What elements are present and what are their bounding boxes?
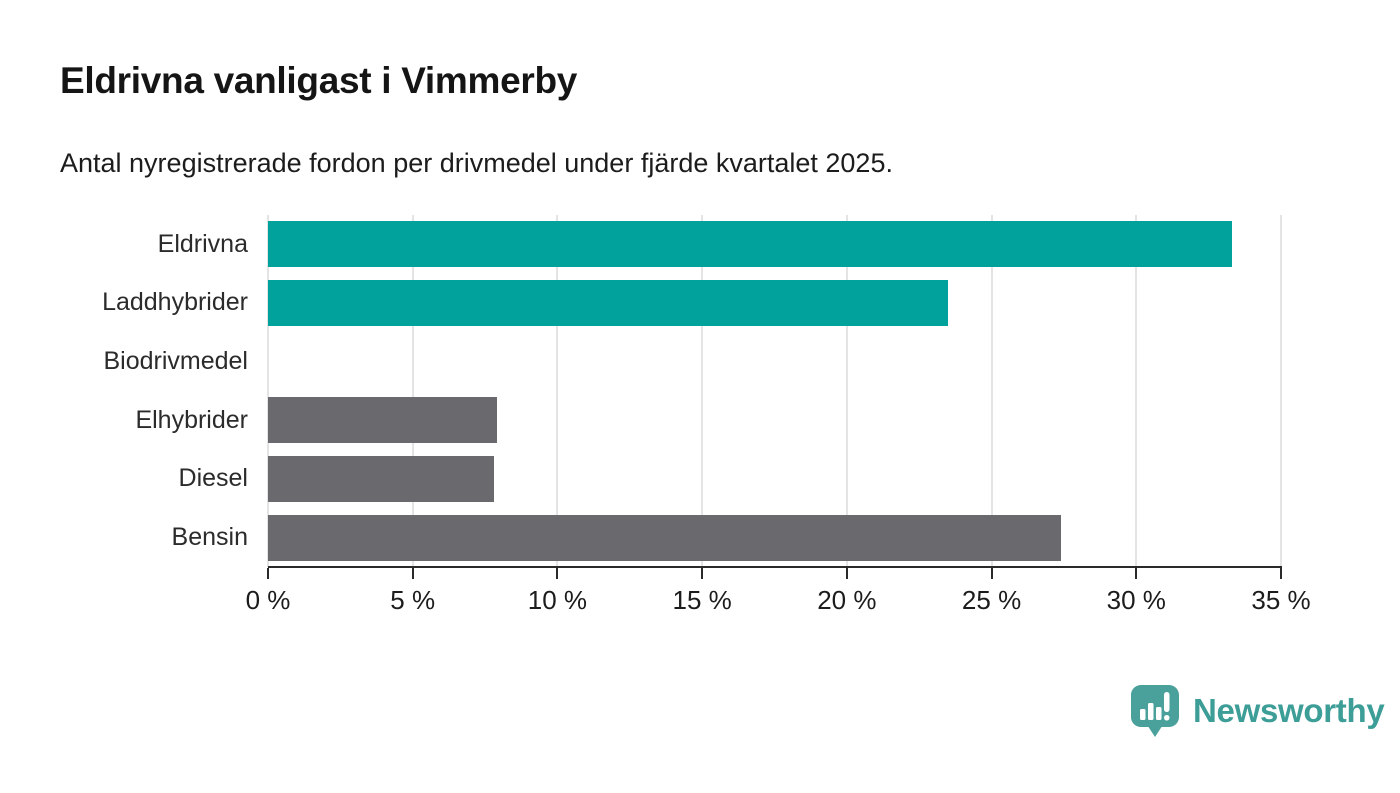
chart-subtitle: Antal nyregistrerade fordon per drivmede… bbox=[60, 148, 893, 178]
x-tick-label-15: 15 % bbox=[672, 585, 732, 615]
gridline-20 bbox=[845, 215, 848, 567]
x-tick-label-25: 25 % bbox=[961, 585, 1022, 615]
y-axis-label-eldrivna: Eldrivna bbox=[157, 229, 248, 258]
bar-eldrivna bbox=[268, 221, 1232, 268]
y-axis-label-diesel: Diesel bbox=[178, 464, 248, 493]
y-axis-label-elhybrider: Elhybrider bbox=[135, 405, 248, 434]
gridline-15 bbox=[701, 215, 704, 567]
newsworthy-logo-text: Newsworthy bbox=[1193, 692, 1385, 729]
y-axis-label-laddhybrider: Laddhybrider bbox=[102, 288, 248, 317]
x-tick-5 bbox=[411, 568, 414, 579]
x-tick-10 bbox=[556, 568, 559, 579]
gridline-0 bbox=[267, 215, 269, 567]
newsworthy-logo: Newsworthy bbox=[1130, 684, 1385, 738]
x-tick-label-5: 5 % bbox=[390, 585, 436, 615]
bar-laddhybrider bbox=[268, 280, 949, 326]
bar-bensin bbox=[268, 514, 1062, 561]
y-axis-labels: Eldrivna Laddhybrider Biodrivmedel Elhybrid… bbox=[0, 215, 248, 567]
chart-title: Eldrivna vanligast i Vimmerby bbox=[60, 60, 578, 101]
x-tick-20 bbox=[845, 568, 848, 579]
gridline-5 bbox=[411, 215, 414, 567]
newsworthy-bar-chart-pin-icon bbox=[1131, 685, 1179, 737]
bar-elhybrider bbox=[268, 397, 497, 444]
x-tick-label-10: 10 % bbox=[527, 585, 588, 615]
x-tick-label-35: 35 % bbox=[1251, 585, 1311, 615]
x-tick-30 bbox=[1135, 568, 1138, 579]
y-axis-label-biodrivmedel: Biodrivmedel bbox=[103, 347, 248, 376]
x-tick-0 bbox=[267, 568, 269, 579]
gridline-10 bbox=[556, 215, 559, 567]
x-tick-25 bbox=[990, 568, 993, 579]
x-axis-line bbox=[268, 566, 1282, 568]
plot-area bbox=[267, 215, 1282, 567]
bar-diesel bbox=[268, 456, 494, 502]
x-tick-label-0: 0 % bbox=[245, 585, 291, 615]
gridline-35 bbox=[1280, 215, 1282, 567]
gridline-30 bbox=[1135, 215, 1138, 567]
x-tick-35 bbox=[1280, 568, 1282, 579]
x-tick-label-20: 20 % bbox=[817, 585, 877, 615]
x-tick-label-30: 30 % bbox=[1106, 585, 1166, 615]
x-tick-15 bbox=[701, 568, 704, 579]
x-axis: 0 % 5 % 10 % 15 % 20 % 25 % 30 % 35 % bbox=[246, 566, 1311, 630]
gridline-25 bbox=[990, 215, 993, 567]
y-axis-label-bensin: Bensin bbox=[171, 523, 248, 552]
